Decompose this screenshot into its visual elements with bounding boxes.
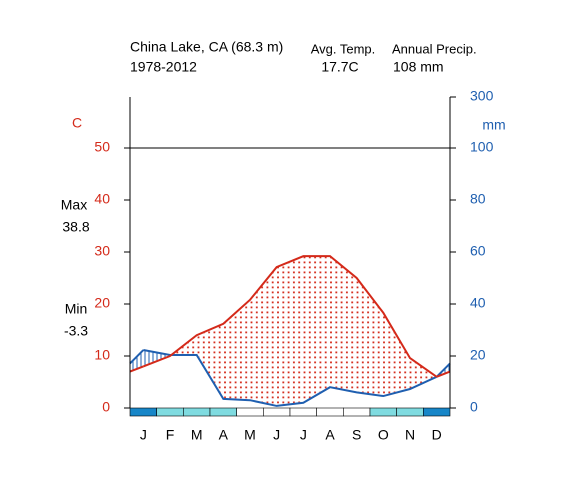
x-tick-label: A [219,427,229,443]
x-tick-label: S [352,427,361,443]
y-tick-label: 20 [94,295,110,311]
x-tick-label: D [432,427,442,443]
frost-box [369,407,397,417]
min-label: Min [65,301,88,317]
frost-box [289,407,317,417]
y2-tick-label: 300 [470,88,494,104]
x-tick-label: O [378,427,389,443]
x-tick-label: J [273,427,280,443]
frost-box [423,407,451,417]
x-tick-label: M [244,427,256,443]
avg-temp-label: Avg. Temp. [311,41,376,56]
y2-tick-label: 60 [470,243,486,259]
y-tick-label: 10 [94,347,110,363]
x-tick-label: F [166,427,175,443]
wet-mask [130,350,450,408]
y-tick-label: 40 [94,191,110,207]
frost-box [183,407,211,417]
x-tick-label: M [191,427,203,443]
y2-tick-label: 40 [470,295,486,311]
precip-total: 108 mm [393,59,444,75]
avg-temp: 17.7C [321,59,358,75]
dry-area [130,256,450,408]
line-wrap [129,365,144,373]
frost-box [236,407,264,417]
y2-tick-label: 0 [470,399,478,415]
y2-tick-label: 100 [470,139,494,155]
title: China Lake, CA (68.3 m) [130,39,283,55]
x-tick-label: J [300,427,307,443]
y-tick-label: 50 [94,139,110,155]
period: 1978-2012 [130,59,197,75]
frost-box [129,407,157,417]
frost-box [209,407,237,417]
line [143,349,438,407]
y2-tick-label: 80 [470,191,486,207]
frost-box [263,407,291,417]
y2-tick-label: 20 [470,347,486,363]
frost-box [396,407,424,417]
y2-label: mm [482,117,505,133]
x-tick-label: J [140,427,147,443]
y-tick-label: 0 [102,399,110,415]
frost-box [316,407,344,417]
min-value: -3.3 [64,323,88,339]
line-wrap [435,362,451,378]
x-tick-label: N [405,427,415,443]
max-value: 38.8 [62,219,89,235]
precip-label: Annual Precip. [392,41,477,56]
frost-box [156,407,184,417]
y-label: C [72,115,82,131]
line-wrap [436,370,451,378]
line-wrap [129,349,145,365]
max-label: Max [61,197,87,213]
x-tick-label: A [325,427,335,443]
frost-box [343,407,371,417]
line [142,255,438,378]
y-tick-label: 30 [94,243,110,259]
